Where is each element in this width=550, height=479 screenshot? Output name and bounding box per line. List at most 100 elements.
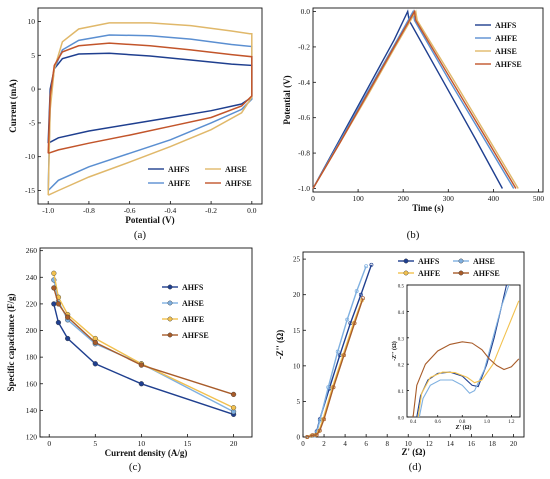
b-ahse-legend-label: AHSE bbox=[495, 47, 517, 56]
c-series-ahse-line bbox=[53, 279, 234, 413]
d-inset-xtick-label: 1.0 bbox=[484, 420, 491, 425]
a-ahfs-legend-label: AHFS bbox=[168, 165, 190, 174]
d-xtick-label: 18 bbox=[489, 440, 497, 448]
d-inset-plot-frame bbox=[406, 284, 521, 418]
d-series-ahfs-point bbox=[369, 262, 374, 267]
d-inset-xtick-label: 0.8 bbox=[459, 420, 466, 425]
d-inset-y-axis-label: -Z'' (Ω) bbox=[391, 341, 398, 361]
a-y-axis-label: Current (mA) bbox=[8, 79, 18, 133]
b-xtick-label: 500 bbox=[533, 194, 545, 203]
a-xtick-label: -0.8 bbox=[83, 206, 95, 215]
d-inset-series-ahfs-line bbox=[416, 284, 508, 418]
d-inset-xtick-label: 1.2 bbox=[508, 420, 515, 425]
b-ahfe-legend-label: AHFE bbox=[495, 34, 517, 43]
c-ahfe-legend-marker bbox=[167, 316, 173, 322]
d-inset-ytick-label: 0.4 bbox=[398, 311, 405, 316]
d-ahfs-legend-label: AHFS bbox=[418, 257, 440, 266]
a-ytick-label: -15 bbox=[25, 186, 35, 195]
c-series-ahfs-point bbox=[92, 361, 98, 367]
c-plot-frame bbox=[39, 247, 253, 438]
a-series-ahfs-loop bbox=[47, 52, 253, 144]
d-xtick-label: 8 bbox=[385, 440, 389, 448]
d-ahfe-legend-marker bbox=[403, 270, 409, 276]
c-ytick-label: 120 bbox=[26, 433, 38, 442]
d-ytick-label: 15 bbox=[293, 327, 301, 335]
a-ahse-legend-label: AHSE bbox=[225, 165, 247, 174]
a-plot-frame bbox=[37, 7, 263, 205]
d-xtick-label: 10 bbox=[405, 440, 413, 448]
b-ytick-label: -1.0 bbox=[298, 184, 310, 193]
c-ahse-legend-label: AHSE bbox=[182, 299, 204, 308]
d-series-ahfse-point bbox=[305, 435, 310, 439]
c-xtick-label: 10 bbox=[138, 439, 146, 448]
c-series-ahfse-point bbox=[138, 362, 144, 368]
d-y-axis-label: -Z'' (Ω) bbox=[275, 330, 285, 359]
b-ytick-label: -0.4 bbox=[298, 78, 310, 87]
b-ytick-label: 0.0 bbox=[301, 7, 311, 16]
d-ahfs-legend-marker bbox=[403, 258, 409, 264]
d-inset-ytick-label: 0.3 bbox=[398, 337, 405, 342]
a-ytick-label: 5 bbox=[31, 51, 35, 60]
d-series-ahse-point bbox=[335, 349, 340, 354]
b-ytick-label: -0.2 bbox=[298, 42, 310, 51]
b-xtick-label: 300 bbox=[443, 194, 455, 203]
d-inset-x-axis-label: Z' (Ω) bbox=[456, 424, 472, 431]
c-series-ahfe-point bbox=[230, 405, 237, 411]
d-ahfe-legend-label: AHFE bbox=[418, 269, 440, 278]
d-series-ahse-point bbox=[326, 385, 331, 390]
panel-a-cv-chart: -1.0 -0.8 -0.6 -0.4 -0.2 0.0 -15 -10 -5 0 5 10 Poten… bbox=[8, 7, 263, 225]
d-series-ahfe-line bbox=[306, 300, 363, 438]
c-series-ahfs-point bbox=[51, 301, 57, 307]
d-ahse-legend-label: AHSE bbox=[473, 257, 495, 266]
c-x-axis-label: Current density (A/g) bbox=[105, 448, 188, 458]
b-plot-frame bbox=[312, 7, 544, 193]
d-series-ahfs-point bbox=[358, 292, 363, 297]
b-xtick-label: 100 bbox=[352, 194, 364, 203]
c-series-ahfs-point bbox=[138, 381, 144, 387]
d-series-ahse-line bbox=[307, 265, 367, 438]
d-inset-ytick-label: 0.0 bbox=[398, 417, 405, 422]
a-ytick-label: 0 bbox=[31, 85, 35, 94]
panel-label-d: (d) bbox=[409, 461, 422, 473]
a-xtick-label: -1.0 bbox=[42, 206, 54, 215]
c-series-ahfse-point bbox=[65, 314, 71, 320]
d-series-ahse-point bbox=[354, 289, 359, 294]
d-ytick-label: 10 bbox=[293, 362, 301, 370]
c-ytick-label: 180 bbox=[26, 353, 38, 362]
c-series-ahfs-point bbox=[65, 335, 71, 342]
d-xtick-label: 6 bbox=[364, 440, 368, 448]
c-series-ahfe-line bbox=[53, 273, 234, 409]
d-ytick-label: 5 bbox=[297, 398, 301, 406]
c-ahfe-legend-label: AHFE bbox=[182, 315, 204, 324]
b-series-ahfe-line bbox=[312, 9, 515, 189]
c-ytick-label: 140 bbox=[26, 406, 38, 415]
d-ahfse-legend-marker bbox=[458, 270, 464, 276]
d-xtick-label: 20 bbox=[510, 440, 518, 448]
c-series-ahfse-point bbox=[92, 339, 98, 346]
d-plot-frame bbox=[302, 251, 525, 438]
b-xtick-label: 0 bbox=[311, 194, 315, 203]
d-ytick-label: 0 bbox=[297, 434, 301, 442]
c-ahfse-legend-marker bbox=[167, 332, 173, 338]
panel-c-capacitance-chart: 0 5 10 15 20 120 140 160 180 200 220 240 260 Current … bbox=[6, 246, 253, 458]
c-series-ahfs-line bbox=[53, 303, 234, 416]
d-series-ahfse-point bbox=[317, 428, 322, 433]
d-series-ahse-point bbox=[364, 264, 369, 269]
a-x-axis-label: Potential (V) bbox=[125, 215, 174, 225]
c-xtick-label: 0 bbox=[47, 439, 51, 448]
a-series-ahse-loop bbox=[47, 22, 253, 196]
d-xtick-label: 4 bbox=[343, 440, 347, 448]
d-series-ahfse-point bbox=[361, 296, 365, 301]
panel-label-b: (b) bbox=[407, 229, 420, 241]
d-series-ahfse-point bbox=[310, 433, 315, 438]
a-series-ahfe-loop bbox=[47, 34, 253, 192]
c-xtick-label: 20 bbox=[230, 439, 238, 448]
b-ytick-label: -0.8 bbox=[298, 149, 310, 158]
d-inset-ytick-label: 0.5 bbox=[398, 285, 405, 290]
a-xtick-label: -0.4 bbox=[164, 206, 176, 215]
c-series-ahfse-point bbox=[230, 391, 237, 398]
d-series-ahse-point bbox=[345, 317, 350, 322]
panel-d-eis-chart: 0 2 4 6 8 10 12 14 16 18 20 0 5 10 15 20 25 Z' (Ω) -Z'' (Ω… bbox=[275, 251, 525, 457]
d-inset-ytick-label: 0.2 bbox=[398, 364, 405, 369]
